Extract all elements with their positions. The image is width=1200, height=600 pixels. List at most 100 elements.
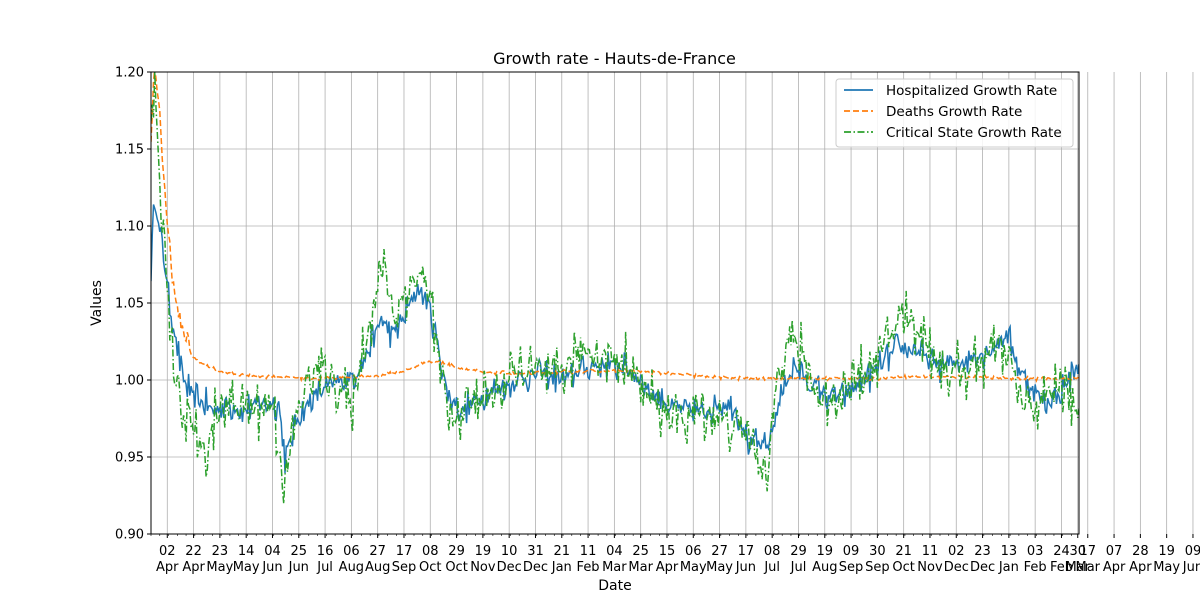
x-tick-month: Oct	[445, 560, 467, 575]
x-tick-day: 30	[869, 544, 886, 559]
x-tick-month: Apr	[156, 560, 179, 575]
x-tick-month: Jun	[735, 560, 756, 575]
y-tick-label: 1.15	[115, 143, 144, 158]
x-tick-day: 17	[1079, 544, 1096, 559]
x-tick-month: Jul	[763, 560, 780, 575]
x-tick-day: 24	[1053, 544, 1070, 559]
x-tick-month: Apr	[656, 560, 679, 575]
x-tick-month: Feb	[1024, 560, 1047, 575]
x-tick-month: Jun	[1182, 560, 1200, 575]
x-tick-day: 06	[685, 544, 702, 559]
x-tick-day: 19	[1158, 544, 1175, 559]
x-tick-day: 29	[790, 544, 807, 559]
x-tick-day: 09	[1185, 544, 1200, 559]
x-tick-month: Mar	[628, 560, 653, 575]
y-tick-label: 0.90	[115, 528, 144, 543]
x-tick-month: Mar	[1065, 560, 1090, 575]
x-tick-month: May	[706, 560, 733, 575]
x-tick-day: 02	[159, 544, 176, 559]
x-tick-month: May	[233, 560, 260, 575]
x-tick-day: 03	[1027, 544, 1044, 559]
x-tick-day: 27	[369, 544, 386, 559]
x-tick-day: 27	[711, 544, 728, 559]
x-tick-month: Apr	[182, 560, 205, 575]
x-tick-day: 21	[554, 544, 571, 559]
y-tick-label: 0.95	[115, 451, 144, 466]
x-axis: 02Apr22Apr23May14May04Jun25Jun16Jul06Aug…	[150, 534, 1200, 575]
y-tick-label: 1.05	[115, 297, 144, 312]
x-tick-month: May	[680, 560, 707, 575]
x-tick-day: 10	[501, 544, 518, 559]
x-tick-day: 04	[606, 544, 623, 559]
legend-label: Deaths Growth Rate	[886, 104, 1022, 120]
x-tick-day: 07	[1106, 544, 1123, 559]
x-tick-month: May	[1153, 560, 1180, 575]
x-tick-month: Jun	[261, 560, 282, 575]
x-tick-month: Nov	[917, 560, 943, 575]
chart-title: Growth rate - Hauts-de-France	[493, 49, 736, 68]
y-tick-label: 1.10	[115, 220, 144, 235]
y-tick-label: 1.00	[115, 374, 144, 389]
y-axis-label: Values	[89, 280, 105, 326]
x-tick-day: 16	[317, 544, 334, 559]
x-tick-month: Feb	[1050, 560, 1073, 575]
x-tick-day: 11	[922, 544, 939, 559]
x-tick-day: 08	[764, 544, 781, 559]
x-tick-day: 28	[1132, 544, 1149, 559]
x-tick-month: Jan	[551, 560, 572, 575]
x-tick-day: 23	[974, 544, 991, 559]
x-tick-day: 30	[1069, 544, 1086, 559]
x-tick-month: Oct	[419, 560, 441, 575]
series-line	[151, 204, 1079, 473]
x-tick-day: 15	[659, 544, 676, 559]
y-axis: 0.90 0.95 1.00 1.05 1.10 1.15 1.20	[115, 66, 151, 543]
x-tick-day: 22	[185, 544, 202, 559]
x-tick-month: Dec	[970, 560, 995, 575]
y-tick-label: 1.20	[115, 66, 144, 81]
x-tick-month: Apr	[1103, 560, 1126, 575]
legend-label: Critical State Growth Rate	[886, 125, 1062, 141]
x-tick-day: 06	[343, 544, 360, 559]
x-tick-month: Jun	[288, 560, 309, 575]
legend-box	[835, 78, 1074, 148]
x-tick-day: 04	[264, 544, 281, 559]
x-tick-month: May	[206, 560, 233, 575]
x-tick-month: Feb	[577, 560, 600, 575]
x-tick-month: Mar	[1076, 560, 1101, 575]
x-tick-month: Aug	[812, 560, 837, 575]
legend-label: Hospitalized Growth Rate	[886, 83, 1057, 99]
x-tick-day: 09	[843, 544, 860, 559]
x-tick-month: Oct	[892, 560, 914, 575]
x-tick-month: Apr	[1129, 560, 1152, 575]
x-tick-day: 14	[238, 544, 255, 559]
x-tick-day: 08	[422, 544, 439, 559]
x-tick-month: Jul	[316, 560, 333, 575]
x-axis-label: Date	[598, 578, 631, 594]
x-tick-day: 25	[632, 544, 649, 559]
x-tick-day: 19	[816, 544, 833, 559]
series-lines	[151, 72, 1079, 504]
x-tick-day: 31	[527, 544, 544, 559]
legend: Hospitalized Growth Rate Deaths Growth Ra…	[835, 78, 1074, 148]
x-tick-day: 19	[475, 544, 492, 559]
x-tick-day: 11	[580, 544, 597, 559]
x-tick-day: 25	[291, 544, 308, 559]
x-tick-day: 21	[895, 544, 912, 559]
x-tick-day: 17	[396, 544, 413, 559]
x-tick-day: 13	[1001, 544, 1018, 559]
x-tick-day: 17	[738, 544, 755, 559]
x-tick-month: Dec	[523, 560, 548, 575]
x-tick-month: Aug	[339, 560, 364, 575]
x-tick-month: Jan	[998, 560, 1019, 575]
x-tick-month: Sep	[865, 560, 890, 575]
series-line	[151, 72, 1079, 504]
x-tick-month: Aug	[365, 560, 390, 575]
x-tick-month: Jul	[790, 560, 807, 575]
x-tick-month: Dec	[944, 560, 969, 575]
x-tick-month: Sep	[392, 560, 417, 575]
x-tick-month: Nov	[470, 560, 496, 575]
x-tick-month: Dec	[497, 560, 522, 575]
x-tick-day: 29	[448, 544, 465, 559]
x-tick-month: Sep	[839, 560, 864, 575]
